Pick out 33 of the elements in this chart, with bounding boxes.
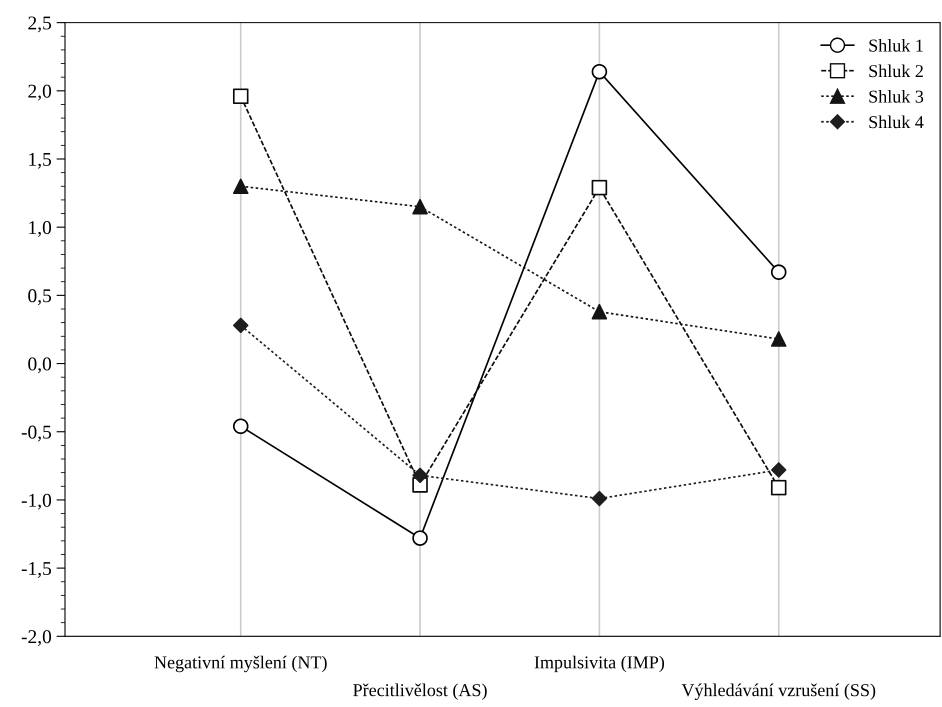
point bbox=[770, 331, 786, 347]
point bbox=[412, 198, 428, 215]
point bbox=[592, 180, 608, 196]
y-tick-label: -1,5 bbox=[22, 562, 52, 578]
point bbox=[233, 318, 248, 334]
y-tick-label: 2,5 bbox=[28, 16, 52, 32]
y-tick-label: -2,0 bbox=[22, 630, 52, 646]
y-tick-label: -1,0 bbox=[22, 494, 52, 510]
legend-label: Shluk 4 bbox=[869, 116, 924, 128]
legend-label: Shluk 2 bbox=[869, 64, 923, 78]
y-tick-label: 1,0 bbox=[29, 221, 52, 237]
point bbox=[412, 468, 428, 484]
point bbox=[592, 64, 608, 80]
point bbox=[232, 418, 249, 434]
y-tick-label: -0,5 bbox=[22, 426, 52, 442]
x-tick-label: Negativní myšlení (NT) bbox=[154, 656, 327, 672]
x-tick-label: Impulsivita (IMP) bbox=[534, 656, 664, 672]
point bbox=[770, 264, 786, 280]
y-tick-label: 0,5 bbox=[28, 289, 52, 306]
y-tick-label: 2,0 bbox=[28, 84, 52, 101]
y-tick-label: 0,0 bbox=[28, 357, 52, 374]
legend-label: Shluk 1 bbox=[869, 38, 923, 52]
point bbox=[592, 304, 608, 320]
point bbox=[232, 88, 249, 104]
point bbox=[412, 530, 428, 546]
point bbox=[592, 490, 608, 506]
x-tick-label: Přecitlivělost (AS) bbox=[353, 684, 487, 700]
point bbox=[771, 462, 786, 478]
point bbox=[770, 480, 786, 496]
y-tick-label: 1,5 bbox=[29, 152, 52, 169]
point bbox=[232, 178, 249, 194]
legend-label: Shluk 3 bbox=[869, 90, 924, 103]
x-tick-label: Výhledávání vzrušení (SS) bbox=[682, 684, 876, 700]
